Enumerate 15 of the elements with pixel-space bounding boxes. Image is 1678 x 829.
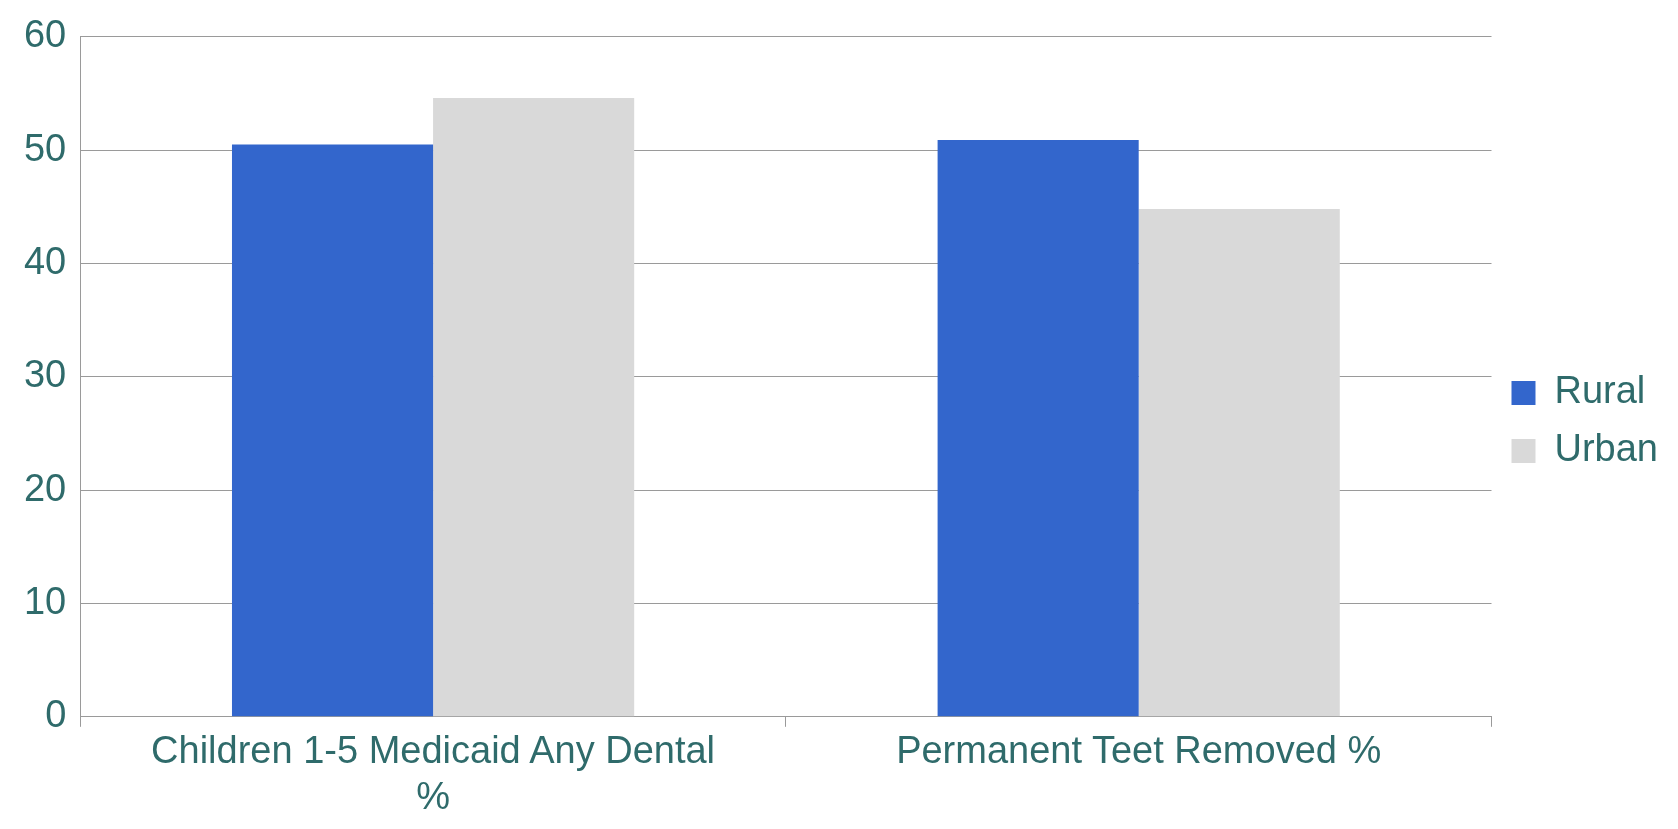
y-tick-label: 40 <box>23 239 67 282</box>
y-tick-label: 50 <box>23 126 67 169</box>
bar <box>433 98 635 717</box>
x-tick-label: Permanent Teet Removed % <box>896 729 1382 772</box>
bar <box>231 144 434 717</box>
x-tick-label: Children 1-5 Medicaid Any Dental % <box>151 729 716 817</box>
y-tick-label: 0 <box>45 693 67 736</box>
y-tick-label: 20 <box>23 466 67 509</box>
legend-label: Urban <box>1554 427 1658 470</box>
y-tick-label: 10 <box>23 579 67 622</box>
y-tick-label: 60 <box>23 13 67 56</box>
bar <box>1138 209 1340 717</box>
legend-label: Rural <box>1554 369 1646 412</box>
y-tick-label: 30 <box>23 353 67 396</box>
bar <box>937 139 1139 717</box>
